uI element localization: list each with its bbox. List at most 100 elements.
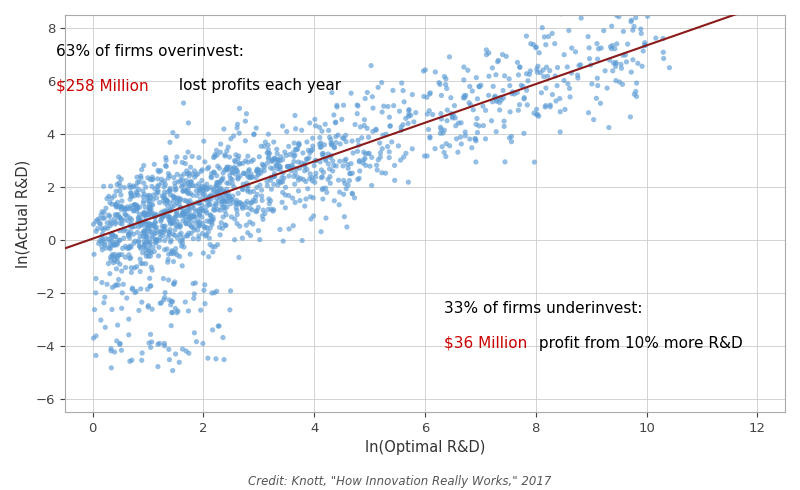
Point	[591, 55, 604, 63]
Point	[108, 192, 121, 200]
Point	[99, 323, 112, 331]
Point	[361, 124, 374, 132]
Point	[303, 174, 316, 182]
Point	[178, 211, 191, 219]
Point	[288, 139, 301, 147]
Point	[631, 59, 644, 67]
Point	[186, 223, 198, 231]
Point	[148, 212, 161, 220]
Point	[488, 93, 501, 101]
Point	[490, 98, 503, 105]
Point	[217, 334, 230, 342]
Point	[87, 220, 100, 228]
Point	[126, 193, 138, 200]
Point	[301, 155, 314, 163]
Point	[130, 201, 143, 209]
Point	[170, 153, 183, 161]
Point	[104, 253, 117, 261]
Point	[95, 243, 108, 250]
Point	[172, 178, 185, 186]
Point	[240, 171, 253, 178]
Point	[98, 182, 110, 190]
Point	[180, 186, 193, 194]
Point	[98, 293, 111, 301]
Point	[230, 198, 242, 206]
Point	[194, 189, 206, 196]
Point	[137, 218, 150, 226]
Point	[265, 185, 278, 193]
Point	[207, 168, 220, 176]
Point	[342, 181, 354, 189]
Point	[181, 232, 194, 240]
Point	[247, 196, 260, 204]
Point	[463, 82, 476, 90]
Point	[443, 53, 456, 61]
Point	[171, 222, 184, 230]
Point	[122, 315, 135, 323]
Point	[95, 238, 108, 245]
Point	[224, 164, 237, 171]
Point	[197, 187, 210, 195]
Point	[193, 212, 206, 220]
Point	[165, 297, 178, 305]
Point	[114, 236, 126, 244]
Point	[574, 14, 587, 22]
Point	[141, 221, 154, 229]
Point	[114, 341, 126, 348]
Point	[440, 85, 453, 93]
Point	[362, 133, 375, 141]
Point	[290, 125, 302, 133]
Point	[288, 180, 301, 188]
Point	[109, 282, 122, 290]
Point	[239, 117, 252, 125]
Point	[187, 211, 200, 219]
Point	[179, 208, 192, 216]
Point	[150, 239, 162, 247]
Point	[185, 178, 198, 186]
Point	[157, 275, 170, 283]
Point	[90, 332, 102, 340]
Point	[366, 93, 378, 100]
Point	[517, 83, 530, 91]
Point	[292, 158, 305, 166]
Point	[230, 220, 243, 227]
Point	[116, 245, 129, 252]
Point	[539, 41, 552, 49]
Y-axis label: ln(Actual R&D): ln(Actual R&D)	[15, 159, 30, 268]
Point	[402, 106, 415, 114]
Point	[174, 204, 186, 212]
Point	[595, 44, 608, 52]
Point	[538, 33, 551, 41]
Point	[480, 51, 493, 59]
Point	[184, 214, 197, 222]
Point	[222, 143, 234, 151]
Point	[606, 67, 619, 75]
Point	[638, 39, 651, 47]
Point	[530, 111, 543, 119]
Point	[609, 45, 622, 52]
Point	[540, 63, 553, 71]
Point	[617, 51, 630, 59]
Point	[158, 211, 171, 219]
Point	[134, 233, 146, 241]
Point	[118, 210, 131, 218]
Point	[144, 330, 157, 338]
Point	[189, 219, 202, 226]
Point	[97, 226, 110, 234]
Point	[217, 196, 230, 204]
Point	[607, 59, 620, 67]
Point	[307, 212, 320, 220]
Point	[423, 133, 436, 141]
Point	[134, 214, 146, 222]
Point	[531, 62, 544, 70]
Point	[174, 212, 186, 220]
Point	[274, 178, 286, 186]
Point	[177, 234, 190, 242]
Point	[231, 121, 244, 128]
Point	[185, 229, 198, 237]
Point	[194, 195, 207, 203]
Point	[298, 167, 311, 175]
Point	[142, 192, 154, 200]
Point	[90, 289, 102, 297]
Point	[96, 236, 109, 244]
